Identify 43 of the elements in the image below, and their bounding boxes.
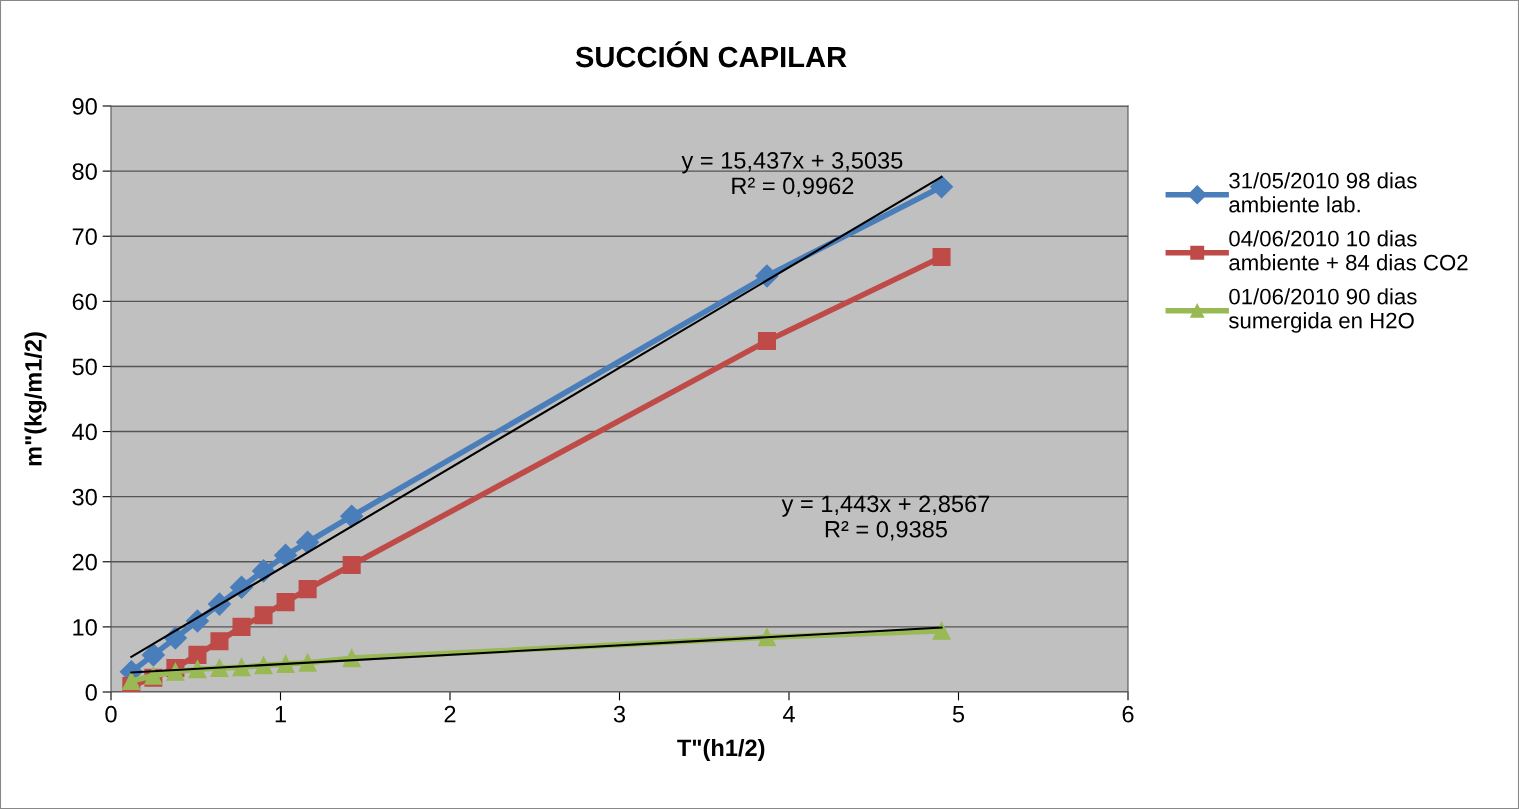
y-tick-label: 10 (73, 618, 97, 636)
y-tick-label: 70 (72, 228, 97, 246)
x-tick-label: 3 (613, 705, 626, 723)
x-axis-title: T"(h1/2) (677, 738, 765, 761)
x-tick-label: 5 (952, 706, 965, 723)
x-tick-label: 2 (444, 705, 456, 723)
legend-label: 31/05/2010 98 dias ambiente lab. (1229, 172, 1417, 213)
point (210, 632, 229, 651)
x-tick-label: 6 (1122, 705, 1134, 723)
y-tick-label: 50 (72, 358, 97, 376)
x-tick-label: 1 (275, 706, 286, 723)
annotation: y = 1,443x + 2,8567 R² = 0,9385 (781, 495, 990, 541)
y-tick-label: 30 (72, 488, 97, 506)
point (276, 593, 295, 612)
point (296, 530, 320, 554)
y-axis-title: m"(kg/m1/2) (24, 332, 47, 466)
chart-title: SUCCIÓN CAPILAR (575, 41, 847, 68)
y-tick-label: 90 (72, 98, 97, 115)
point (932, 621, 951, 640)
point (340, 504, 364, 528)
legend-label: 01/06/2010 90 dias sumergida en H2O (1228, 288, 1417, 333)
point (932, 248, 951, 267)
point (252, 559, 276, 583)
y-tick-label: 40 (72, 423, 97, 441)
point (166, 662, 185, 681)
point (188, 645, 207, 664)
point (274, 543, 298, 567)
legend-label: 04/06/2010 10 dias ambiente + 84 dias CO2 (1229, 230, 1468, 271)
point (254, 606, 273, 625)
point (122, 671, 141, 690)
y-tick-label: 60 (72, 293, 97, 311)
point (298, 580, 317, 599)
point (930, 175, 954, 199)
point (141, 643, 165, 667)
x-tick-label: 0 (105, 705, 117, 723)
point (757, 332, 776, 351)
y-tick-label: 0 (85, 684, 97, 701)
y-tick-label: 20 (72, 553, 97, 571)
y-tick-label: 80 (72, 163, 97, 180)
point (232, 617, 251, 636)
annotation: y = 15,437x + 3,5035 R² = 0,9962 (681, 152, 903, 197)
point (342, 556, 361, 575)
x-tick-label: 4 (782, 706, 795, 723)
